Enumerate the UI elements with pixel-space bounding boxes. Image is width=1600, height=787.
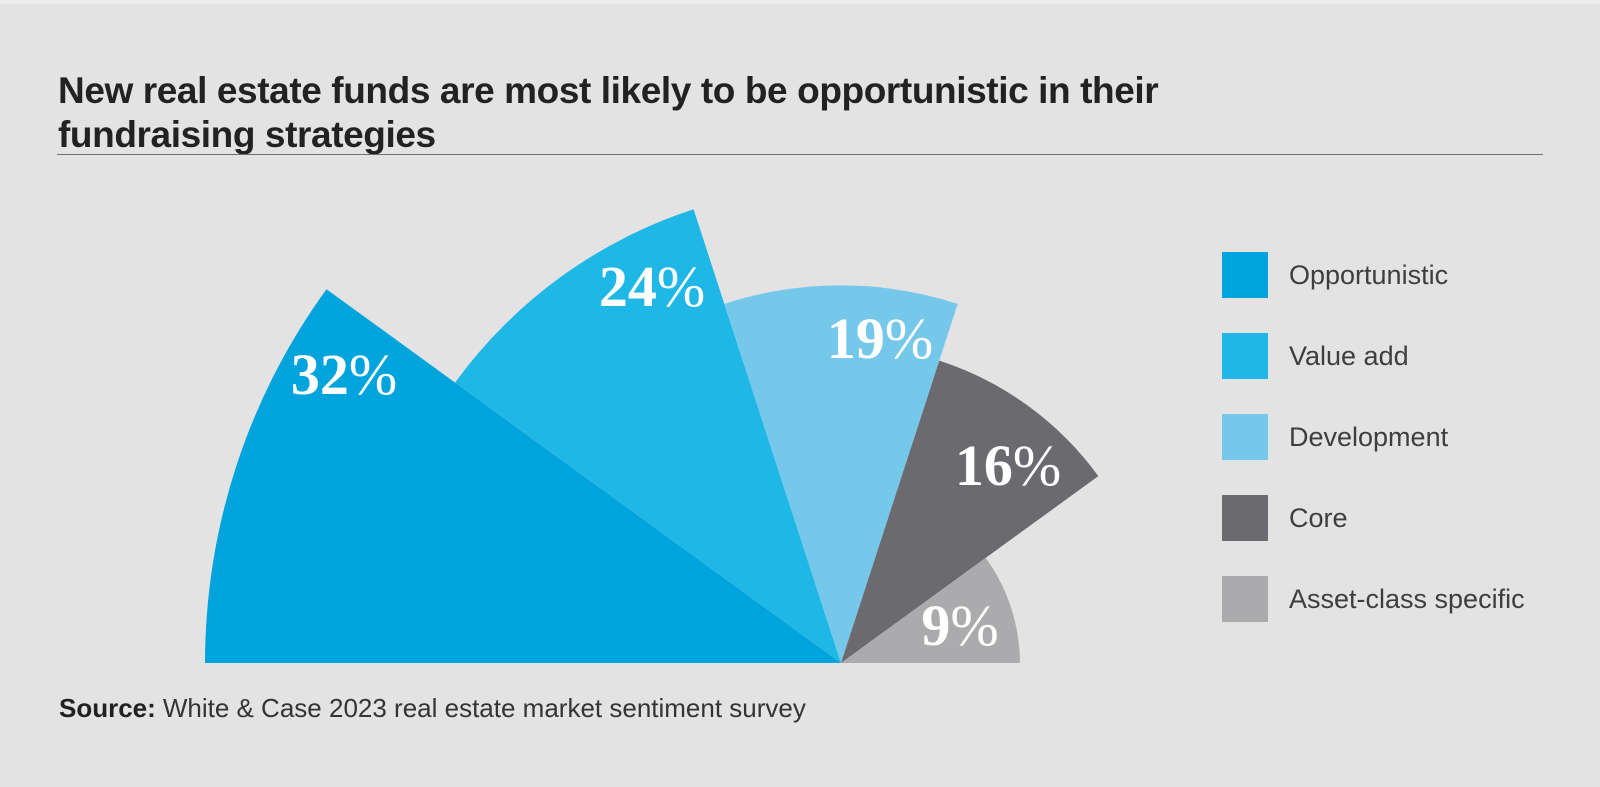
- legend-swatch-development: [1222, 414, 1268, 460]
- legend-swatch-core: [1222, 495, 1268, 541]
- legend-label: Opportunistic: [1289, 259, 1449, 290]
- chart-title: New real estate funds are most likely to…: [58, 69, 1159, 155]
- source-note: Source: White & Case 2023 real estate mar…: [59, 693, 806, 724]
- legend-item-value-add: Value add: [1222, 333, 1525, 379]
- legend-item-asset-class-specific: Asset-class specific: [1222, 576, 1525, 622]
- petal-opportunistic: [205, 289, 841, 663]
- petal-core: [841, 360, 1099, 663]
- legend-label: Asset-class specific: [1289, 583, 1525, 614]
- legend-label: Core: [1289, 502, 1348, 533]
- legend-item-development: Development: [1222, 414, 1525, 460]
- petal-development: [724, 285, 958, 663]
- legend: Opportunistic Value add Development Core…: [1222, 252, 1525, 657]
- legend-swatch-value-add: [1222, 333, 1268, 379]
- data-label-asset-class-specific: 9%: [921, 593, 998, 658]
- legend-item-opportunistic: Opportunistic: [1222, 252, 1525, 298]
- petal-value-add: [455, 209, 841, 664]
- petal-asset-class-specific: [841, 557, 1020, 663]
- legend-label: Development: [1289, 421, 1449, 452]
- title-divider: [57, 154, 1543, 155]
- data-label-opportunistic: 32%: [291, 342, 397, 407]
- data-label-value-add: 24%: [599, 254, 705, 319]
- legend-swatch-opportunistic: [1222, 252, 1268, 298]
- source-text: White & Case 2023 real estate market sen…: [162, 693, 806, 723]
- source-label: Source:: [59, 693, 156, 723]
- legend-swatch-asset-class-specific: [1222, 576, 1268, 622]
- data-label-core: 16%: [955, 433, 1061, 498]
- top-edge-strip: [0, 0, 1600, 4]
- legend-item-core: Core: [1222, 495, 1525, 541]
- data-label-development: 19%: [827, 306, 933, 371]
- legend-label: Value add: [1289, 340, 1409, 371]
